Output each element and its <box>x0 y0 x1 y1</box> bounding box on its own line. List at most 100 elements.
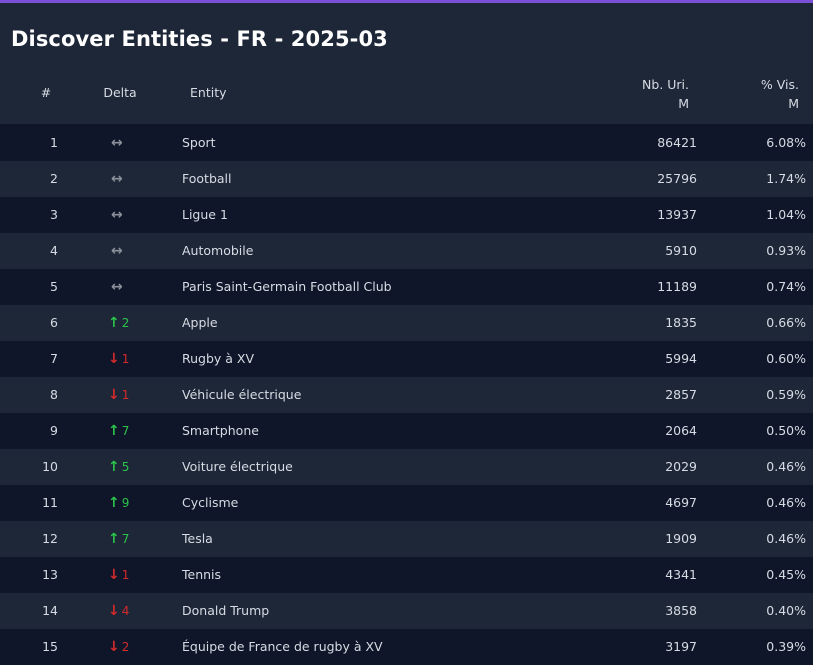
column-header-rank[interactable]: # <box>40 85 52 100</box>
uri-count-cell: 2064 <box>665 423 697 438</box>
entity-cell: Donald Trump <box>182 603 270 618</box>
rank-cell: 15 <box>42 639 58 654</box>
delta-cell: ↑ 7 <box>108 521 168 557</box>
visibility-cell: 0.66% <box>766 315 806 330</box>
table-row[interactable]: 1 ↔ Sport 86421 6.08% <box>0 125 813 161</box>
delta-cell: ↔ <box>108 197 168 233</box>
left-right-arrow-icon: ↔ <box>111 135 123 151</box>
delta-cell: ↓ 1 <box>108 557 168 593</box>
delta-cell: ↓ 1 <box>108 341 168 377</box>
visibility-cell: 0.46% <box>766 459 806 474</box>
table-row[interactable]: 11 ↑ 9 Cyclisme 4697 0.46% <box>0 485 813 521</box>
entity-cell: Rugby à XV <box>182 351 255 366</box>
visibility-cell: 0.59% <box>766 387 806 402</box>
uri-count-cell: 1909 <box>665 531 697 546</box>
table-row[interactable]: 6 ↑ 2 Apple 1835 0.66% <box>0 305 813 341</box>
delta-cell: ↓ 1 <box>108 377 168 413</box>
uri-count-cell: 1835 <box>665 315 697 330</box>
visibility-cell: 0.74% <box>766 279 806 294</box>
entity-cell: Véhicule électrique <box>182 387 302 402</box>
rank-cell: 13 <box>42 567 58 582</box>
visibility-cell: 1.74% <box>766 171 806 186</box>
uri-count-cell: 13937 <box>657 207 697 222</box>
arrow-up-icon: ↑ <box>108 459 120 475</box>
delta-cell: ↑ 9 <box>108 485 168 521</box>
arrow-up-icon: ↑ <box>108 495 120 511</box>
uri-count-cell: 5910 <box>665 243 697 258</box>
delta-cell: ↔ <box>108 233 168 269</box>
arrow-down-icon: ↓ <box>108 351 120 367</box>
uri-count-cell: 4341 <box>665 567 697 582</box>
delta-cell: ↔ <box>108 161 168 197</box>
table-row[interactable]: 15 ↓ 2 Équipe de France de rugby à XV 3197 0.… <box>0 629 813 665</box>
table-body: 1 ↔ Sport 86421 6.08% 2 ↔ Football 25796 1.74% 3 ↔ L… <box>0 125 813 665</box>
entity-cell: Football <box>182 171 232 186</box>
entity-cell: Tennis <box>182 567 222 582</box>
table-row[interactable]: 12 ↑ 7 Tesla 1909 0.46% <box>0 521 813 557</box>
entity-cell: Voiture électrique <box>182 459 293 474</box>
column-header-uri-label: Nb. Uri. <box>642 77 689 92</box>
entity-cell: Équipe de France de rugby à XV <box>182 639 383 654</box>
rank-cell: 5 <box>50 279 58 294</box>
entity-cell: Automobile <box>182 243 254 258</box>
uri-count-cell: 4697 <box>665 495 697 510</box>
delta-cell: ↔ <box>108 125 168 161</box>
visibility-cell: 0.40% <box>766 603 806 618</box>
arrow-up-icon: ↑ <box>108 531 120 547</box>
rank-cell: 10 <box>42 459 58 474</box>
rank-cell: 9 <box>50 423 58 438</box>
delta-cell: ↓ 4 <box>108 593 168 629</box>
delta-cell: ↑ 2 <box>108 305 168 341</box>
visibility-cell: 0.93% <box>766 243 806 258</box>
rank-cell: 4 <box>50 243 58 258</box>
rank-cell: 2 <box>50 171 58 186</box>
arrow-down-icon: ↓ <box>108 603 120 619</box>
entity-cell: Cyclisme <box>182 495 239 510</box>
delta-value: 1 <box>121 568 130 582</box>
column-header-visibility-unit: M <box>788 96 799 111</box>
visibility-cell: 6.08% <box>766 135 806 150</box>
column-header-visibility[interactable]: % Vis. M <box>761 75 799 113</box>
rank-cell: 7 <box>50 351 58 366</box>
delta-value: 9 <box>121 496 130 510</box>
table-row[interactable]: 10 ↑ 5 Voiture électrique 2029 0.46% <box>0 449 813 485</box>
delta-value: 2 <box>121 316 130 330</box>
table-row[interactable]: 13 ↓ 1 Tennis 4341 0.45% <box>0 557 813 593</box>
visibility-cell: 0.45% <box>766 567 806 582</box>
page-title: Discover Entities - FR - 2025-03 <box>11 27 388 51</box>
arrow-up-icon: ↑ <box>108 423 120 439</box>
delta-cell: ↑ 5 <box>108 449 168 485</box>
delta-value: 4 <box>121 604 130 618</box>
table-row[interactable]: 9 ↑ 7 Smartphone 2064 0.50% <box>0 413 813 449</box>
table-row[interactable]: 5 ↔ Paris Saint-Germain Football Club 11189… <box>0 269 813 305</box>
uri-count-cell: 3197 <box>665 639 697 654</box>
delta-value: 7 <box>121 532 130 546</box>
arrow-down-icon: ↓ <box>108 639 120 655</box>
left-right-arrow-icon: ↔ <box>111 279 123 295</box>
table-row[interactable]: 2 ↔ Football 25796 1.74% <box>0 161 813 197</box>
delta-cell: ↔ <box>108 269 168 305</box>
uri-count-cell: 25796 <box>657 171 697 186</box>
column-header-visibility-label: % Vis. <box>760 77 799 92</box>
rank-cell: 11 <box>42 495 58 510</box>
left-right-arrow-icon: ↔ <box>111 207 123 223</box>
column-header-entity[interactable]: Entity <box>190 85 227 100</box>
table-row[interactable]: 8 ↓ 1 Véhicule électrique 2857 0.59% <box>0 377 813 413</box>
table-row[interactable]: 14 ↓ 4 Donald Trump 3858 0.40% <box>0 593 813 629</box>
rank-cell: 14 <box>42 603 58 618</box>
uri-count-cell: 86421 <box>657 135 697 150</box>
rank-cell: 8 <box>50 387 58 402</box>
column-header-uri[interactable]: Nb. Uri. M <box>642 75 689 113</box>
table-row[interactable]: 7 ↓ 1 Rugby à XV 5994 0.60% <box>0 341 813 377</box>
rank-cell: 12 <box>42 531 58 546</box>
column-header-delta[interactable]: Delta <box>103 85 137 100</box>
table-row[interactable]: 4 ↔ Automobile 5910 0.93% <box>0 233 813 269</box>
table-row[interactable]: 3 ↔ Ligue 1 13937 1.04% <box>0 197 813 233</box>
uri-count-cell: 3858 <box>665 603 697 618</box>
visibility-cell: 0.39% <box>766 639 806 654</box>
uri-count-cell: 5994 <box>665 351 697 366</box>
uri-count-cell: 2029 <box>665 459 697 474</box>
rank-cell: 3 <box>50 207 58 222</box>
entity-cell: Paris Saint-Germain Football Club <box>182 279 392 294</box>
entity-cell: Apple <box>182 315 218 330</box>
